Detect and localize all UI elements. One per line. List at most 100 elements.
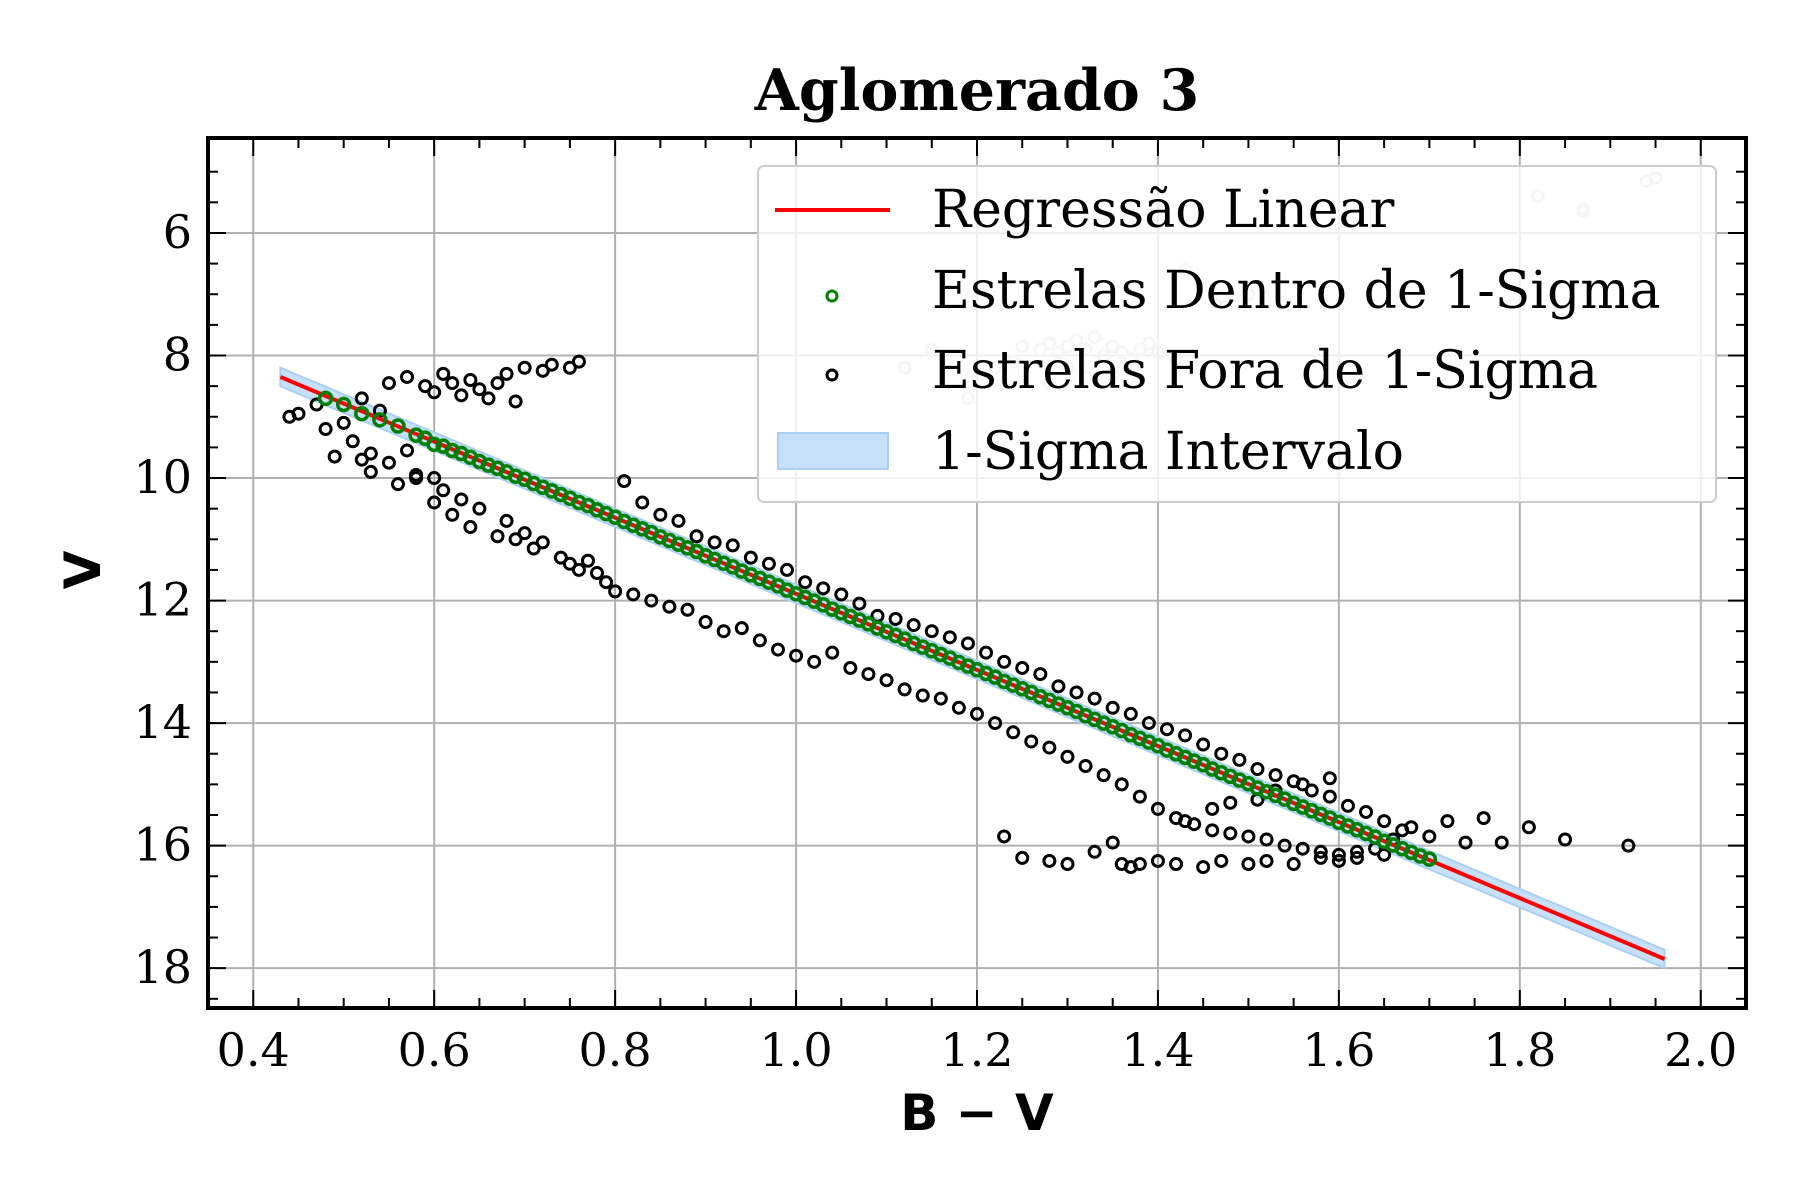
outside-star-point	[1558, 832, 1573, 847]
x-tick-label: 0.6	[398, 1023, 471, 1077]
outside-star-point	[780, 562, 795, 577]
outside-star-point	[798, 575, 813, 590]
outside-star-point	[1150, 801, 1165, 816]
outside-star-point	[490, 529, 505, 544]
outside-star-point	[327, 449, 342, 464]
outside-star-point	[897, 682, 912, 697]
outside-star-point	[1114, 777, 1129, 792]
outside-star-point	[381, 376, 396, 391]
outside-star-point	[888, 611, 903, 626]
outside-star-point	[427, 495, 442, 510]
outside-star-point	[644, 593, 659, 608]
outside-star-point	[924, 624, 939, 639]
outside-star-point	[472, 382, 487, 397]
outside-star-point	[743, 550, 758, 565]
inside-star-point	[335, 396, 352, 413]
x-tick-label: 1.4	[1121, 1023, 1194, 1077]
outside-star-point	[951, 700, 966, 715]
outside-star-point	[1313, 850, 1328, 865]
outside-star-point	[617, 474, 632, 489]
outside-star-point	[436, 483, 451, 498]
inside-star-point	[317, 390, 334, 407]
outside-star-point	[463, 520, 478, 535]
outside-star-point	[445, 376, 460, 391]
outside-star-point	[553, 550, 568, 565]
outside-star-point	[1250, 762, 1265, 777]
outside-star-point	[1141, 716, 1156, 731]
outside-star-point	[1422, 829, 1437, 844]
outside-star-point	[1223, 826, 1238, 841]
outside-star-point	[1033, 667, 1048, 682]
inside-star-point	[1421, 851, 1438, 867]
outside-star-point	[1205, 823, 1220, 838]
outside-star-point	[1232, 752, 1247, 767]
outside-star-point	[1060, 857, 1075, 872]
outside-star-point	[499, 366, 514, 381]
outside-star-point	[318, 422, 333, 437]
x-tick-label: 1.0	[759, 1023, 832, 1077]
x-tick-label: 2.0	[1664, 1023, 1737, 1077]
inside-star-point	[354, 405, 370, 422]
x-axis-label: B − V	[900, 1084, 1054, 1142]
outside-star-point	[418, 379, 433, 394]
outside-star-point	[1313, 844, 1328, 859]
outside-star-point	[363, 446, 378, 461]
outside-star-point	[454, 492, 469, 507]
outside-star-point	[1440, 814, 1455, 829]
outside-star-point	[635, 495, 650, 510]
outside-star-point	[970, 706, 984, 721]
outside-star-point	[445, 507, 460, 522]
outside-star-point	[906, 618, 921, 633]
outside-star-point	[698, 615, 713, 630]
outside-star-point	[1286, 857, 1301, 872]
outside-star-point	[1205, 801, 1220, 816]
outside-star-point	[707, 535, 722, 550]
outside-star-point	[1476, 811, 1491, 826]
x-tick-label: 1.6	[1302, 1023, 1375, 1077]
outside-star-point	[1214, 746, 1229, 761]
outside-star-point	[472, 501, 487, 516]
outside-star-point	[409, 471, 424, 486]
outside-star-point	[825, 645, 840, 660]
outside-star-point	[291, 406, 306, 421]
outside-star-point	[508, 532, 523, 547]
outside-star-point	[526, 541, 541, 556]
outside-star-point	[1159, 722, 1174, 737]
outside-star-point	[1078, 758, 1093, 773]
outside-star-point	[1304, 783, 1319, 798]
legend-box	[757, 165, 1717, 503]
outside-star-point	[427, 471, 442, 486]
outside-star-point	[1096, 768, 1111, 783]
outside-star-point	[1377, 814, 1392, 829]
outside-star-point	[535, 535, 550, 550]
outside-star-point	[725, 538, 740, 553]
outside-star-point	[1349, 850, 1364, 865]
outside-star-point	[1359, 804, 1374, 819]
outside-star-point	[354, 452, 369, 467]
outside-star-point	[1024, 734, 1039, 749]
outside-star-point	[1458, 835, 1473, 850]
outside-star-point	[1521, 820, 1536, 835]
chart-title: Aglomerado 3	[754, 57, 1200, 124]
outside-star-point	[1349, 844, 1364, 859]
outside-star-point	[1259, 832, 1274, 847]
outside-star-point	[517, 360, 532, 375]
outside-star-point	[626, 587, 641, 602]
legend-label-inside: Estrelas Dentro de 1-Sigma	[932, 261, 1661, 321]
outside-star-point	[997, 654, 1012, 669]
outside-star-point	[571, 354, 586, 369]
outside-star-point	[336, 415, 351, 430]
outside-star-point	[1295, 777, 1310, 792]
outside-star-point	[852, 596, 867, 611]
outside-star-point	[653, 507, 668, 522]
outside-star-point	[761, 556, 776, 571]
outside-star-point	[1015, 850, 1030, 865]
outside-star-point	[481, 391, 496, 406]
outside-star-point	[400, 443, 415, 458]
outside-star-point	[372, 403, 387, 418]
legend-inside-swatch	[825, 289, 839, 303]
y-tick-label: 12	[133, 573, 192, 627]
outside-star-point	[1223, 795, 1238, 810]
outside-star-point	[1241, 857, 1256, 872]
